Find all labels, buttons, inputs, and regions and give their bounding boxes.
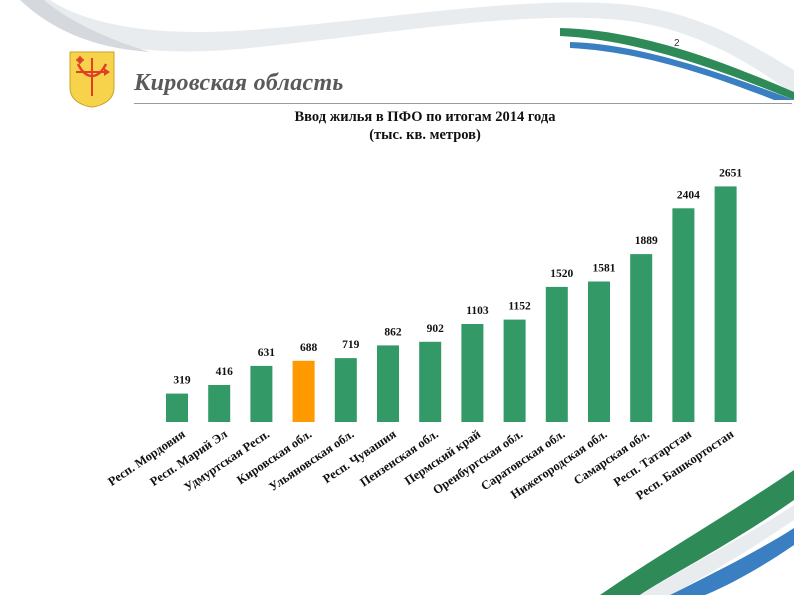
data-label-11: 1581	[593, 263, 616, 275]
bar-13	[672, 208, 695, 422]
kirov-oblast-coat-of-arms-icon	[69, 51, 115, 108]
data-label-6: 862	[384, 326, 402, 338]
bar-11	[588, 281, 610, 422]
top-ribbon-decoration	[20, 0, 794, 100]
bar-2	[208, 385, 231, 422]
bar-1	[166, 393, 188, 422]
bar-7	[419, 341, 442, 422]
bar-4	[292, 360, 315, 422]
data-label-10: 1520	[550, 268, 573, 280]
data-label-9: 1152	[508, 301, 531, 313]
bar-12	[630, 254, 653, 422]
bar-6	[377, 345, 399, 422]
bar-5	[334, 358, 357, 422]
data-label-14: 2651	[719, 167, 742, 179]
data-label-7: 902	[427, 323, 445, 335]
bar-9	[503, 319, 526, 422]
page-number: 2	[674, 38, 680, 49]
data-label-13: 2404	[677, 189, 700, 201]
chart-title: Ввод жилья в ПФО по итогам 2014 года	[294, 109, 556, 125]
region-title: Кировская область	[134, 70, 344, 96]
data-label-8: 1103	[466, 305, 489, 317]
bar-10	[545, 286, 568, 422]
bar-3	[250, 365, 273, 422]
data-label-2: 416	[216, 366, 234, 378]
data-label-5: 719	[342, 339, 360, 351]
data-label-3: 631	[258, 347, 276, 359]
bar-8	[461, 324, 484, 422]
chart-title-block: Ввод жилья в ПФО по итогам 2014 года (ты…	[190, 108, 660, 144]
chart-subtitle: (тыс. кв. метров)	[369, 127, 481, 143]
title-divider	[134, 103, 792, 104]
data-label-4: 688	[300, 342, 318, 354]
data-label-12: 1889	[635, 235, 658, 247]
bar-14	[714, 186, 737, 422]
data-label-1: 319	[173, 375, 191, 387]
